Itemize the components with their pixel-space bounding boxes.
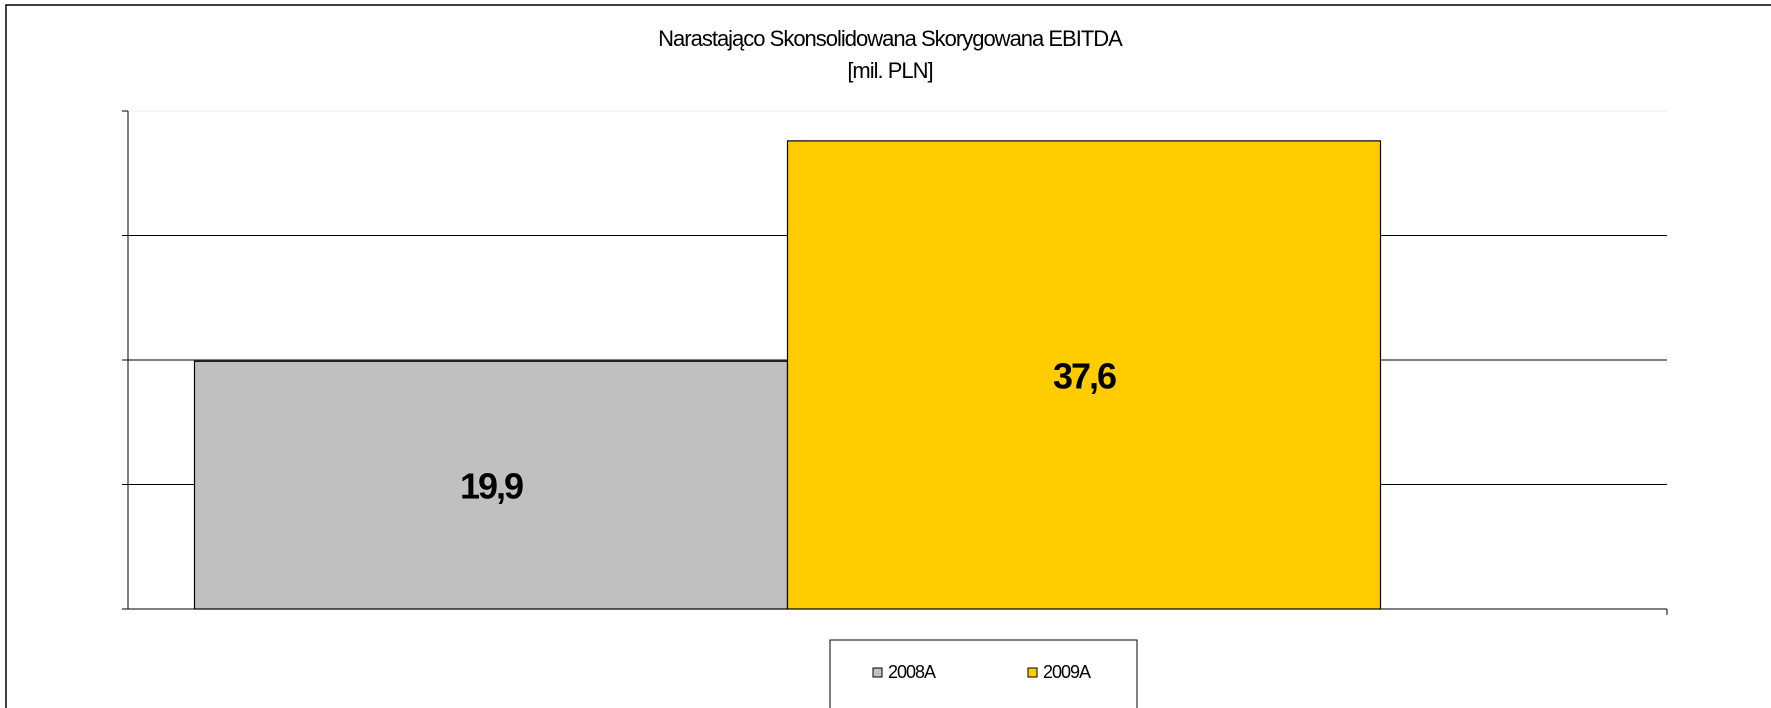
chart-subtitle: [mil. PLN] [847, 58, 932, 83]
bar [193, 360, 789, 610]
chart-title: Narastająco Skonsolidowana Skorygowana E… [658, 26, 1123, 51]
bar [786, 140, 1382, 610]
data-label: 19,9 [460, 466, 523, 507]
legend-label: 2009A [1043, 662, 1091, 682]
legend-label: 2008A [888, 662, 936, 682]
legend-swatch [1027, 667, 1038, 678]
data-label: 37,6 [1053, 355, 1116, 396]
legend-swatch [872, 667, 883, 678]
